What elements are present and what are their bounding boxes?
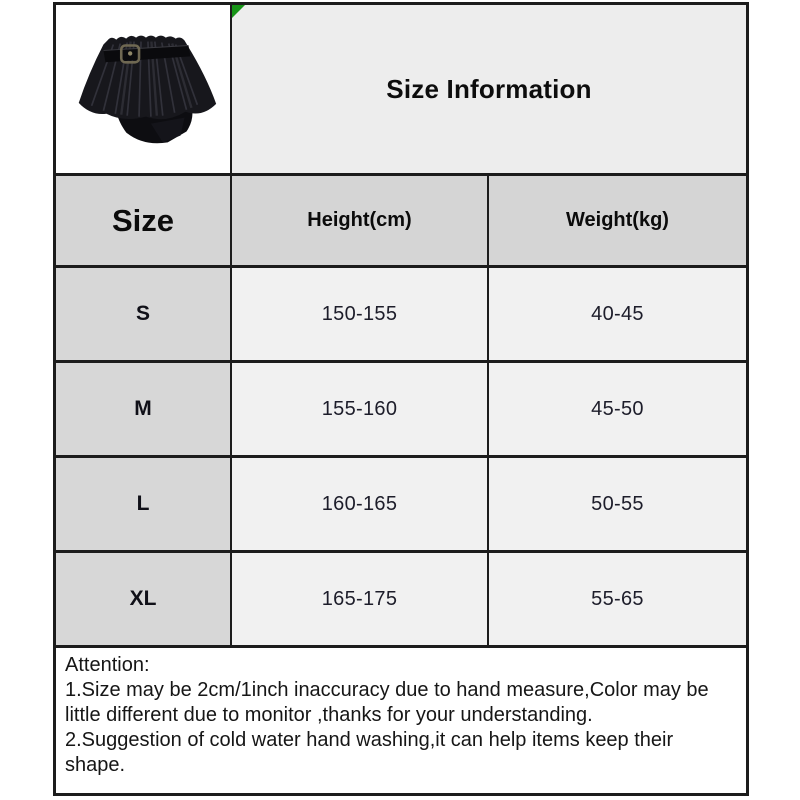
size-value: M bbox=[134, 397, 152, 420]
weight-value: 50-55 bbox=[591, 492, 644, 515]
table-header-row: Size Height(cm) Weight(kg) bbox=[56, 176, 746, 268]
size-value: XL bbox=[129, 587, 157, 610]
weight-value: 40-45 bbox=[591, 302, 644, 325]
size-value: S bbox=[135, 302, 150, 325]
size-chart-sheet: Size Information Size Height(cm) Weight(… bbox=[53, 2, 749, 796]
attention-label: Attention: bbox=[65, 654, 150, 676]
banner-title: Size Information bbox=[386, 73, 592, 104]
header-height: Height(cm) bbox=[232, 176, 489, 265]
height-value: 150-155 bbox=[321, 302, 398, 325]
product-image bbox=[78, 35, 217, 144]
weight-value: 55-65 bbox=[591, 587, 644, 610]
height-value: 160-165 bbox=[321, 492, 398, 515]
size-value: L bbox=[136, 492, 150, 515]
header-weight: Weight(kg) bbox=[566, 209, 669, 231]
table-row-m: M 155-160 45-50 bbox=[56, 363, 746, 458]
table-row-s: S 150-155 40-45 bbox=[56, 268, 746, 363]
attention-section: Attention: 1.Size may be 2cm/1inch inacc… bbox=[56, 648, 746, 793]
header-size: Size bbox=[56, 176, 232, 265]
table-row-xl: XL 165-175 55-65 bbox=[56, 553, 746, 648]
attention-note-1: 1.Size may be 2cm/1inch inaccuracy due t… bbox=[65, 679, 709, 726]
green-corner-marker-icon bbox=[232, 5, 245, 18]
top-section: Size Information bbox=[56, 5, 746, 176]
table-row-l: L 160-165 50-55 bbox=[56, 458, 746, 553]
weight-value: 45-50 bbox=[591, 397, 644, 420]
banner-cell: Size Information bbox=[232, 5, 746, 173]
height-value: 155-160 bbox=[321, 397, 398, 420]
product-image-cell bbox=[56, 5, 232, 173]
height-value: 165-175 bbox=[321, 587, 398, 610]
attention-note-2: 2.Suggestion of cold water hand washing,… bbox=[65, 729, 674, 776]
